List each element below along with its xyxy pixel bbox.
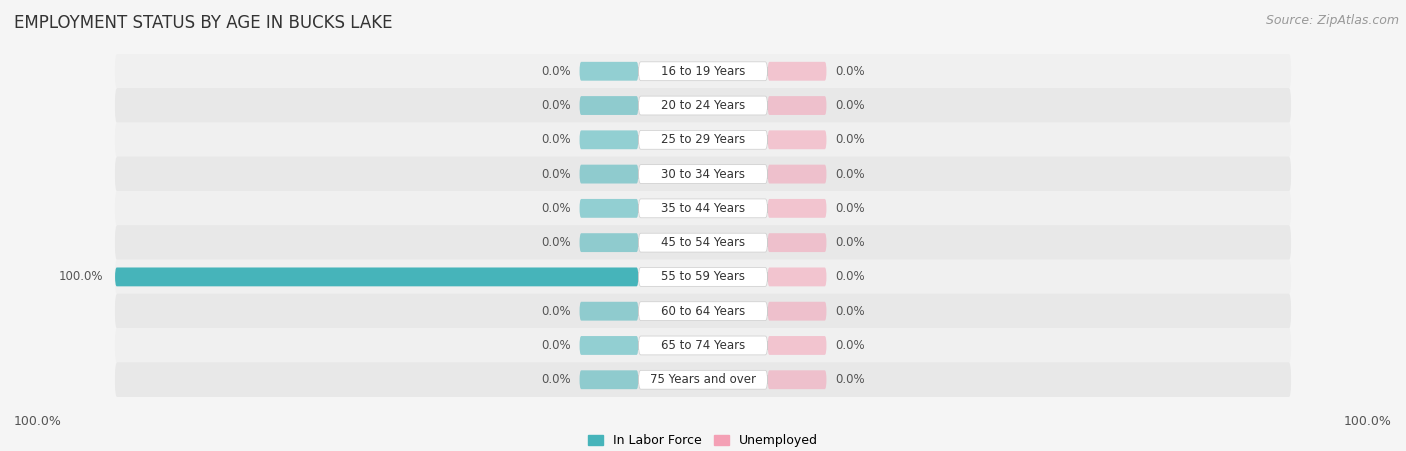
Text: 0.0%: 0.0% [835,236,865,249]
FancyBboxPatch shape [768,96,827,115]
Text: 60 to 64 Years: 60 to 64 Years [661,305,745,318]
Text: 0.0%: 0.0% [835,271,865,283]
FancyBboxPatch shape [579,302,638,321]
Text: EMPLOYMENT STATUS BY AGE IN BUCKS LAKE: EMPLOYMENT STATUS BY AGE IN BUCKS LAKE [14,14,392,32]
FancyBboxPatch shape [638,130,768,149]
FancyBboxPatch shape [768,233,827,252]
FancyBboxPatch shape [579,370,638,389]
Text: 0.0%: 0.0% [835,168,865,180]
FancyBboxPatch shape [638,336,768,355]
Text: 45 to 54 Years: 45 to 54 Years [661,236,745,249]
Text: 0.0%: 0.0% [835,339,865,352]
FancyBboxPatch shape [638,233,768,252]
Text: 0.0%: 0.0% [541,305,571,318]
Text: 0.0%: 0.0% [541,236,571,249]
FancyBboxPatch shape [638,302,768,321]
FancyBboxPatch shape [115,259,1291,295]
FancyBboxPatch shape [115,294,1291,329]
Text: 65 to 74 Years: 65 to 74 Years [661,339,745,352]
FancyBboxPatch shape [579,165,638,184]
FancyBboxPatch shape [638,165,768,184]
Text: 0.0%: 0.0% [835,133,865,146]
FancyBboxPatch shape [579,62,638,81]
Text: 0.0%: 0.0% [835,65,865,78]
FancyBboxPatch shape [115,88,1291,123]
FancyBboxPatch shape [768,302,827,321]
Text: 0.0%: 0.0% [541,133,571,146]
FancyBboxPatch shape [115,362,1291,397]
Text: 20 to 24 Years: 20 to 24 Years [661,99,745,112]
Text: 0.0%: 0.0% [835,373,865,386]
Legend: In Labor Force, Unemployed: In Labor Force, Unemployed [583,429,823,451]
FancyBboxPatch shape [115,191,1291,226]
FancyBboxPatch shape [768,130,827,149]
FancyBboxPatch shape [638,267,768,286]
Text: 100.0%: 100.0% [14,415,62,428]
Text: 100.0%: 100.0% [1344,415,1392,428]
FancyBboxPatch shape [115,156,1291,192]
FancyBboxPatch shape [768,267,827,286]
Text: 0.0%: 0.0% [835,202,865,215]
FancyBboxPatch shape [638,96,768,115]
Text: 75 Years and over: 75 Years and over [650,373,756,386]
Text: 16 to 19 Years: 16 to 19 Years [661,65,745,78]
FancyBboxPatch shape [115,122,1291,157]
FancyBboxPatch shape [768,370,827,389]
FancyBboxPatch shape [115,54,1291,89]
Text: Source: ZipAtlas.com: Source: ZipAtlas.com [1265,14,1399,27]
FancyBboxPatch shape [579,233,638,252]
FancyBboxPatch shape [768,199,827,218]
Text: 0.0%: 0.0% [541,65,571,78]
Text: 25 to 29 Years: 25 to 29 Years [661,133,745,146]
Text: 0.0%: 0.0% [835,99,865,112]
Text: 0.0%: 0.0% [541,339,571,352]
FancyBboxPatch shape [638,199,768,218]
Text: 35 to 44 Years: 35 to 44 Years [661,202,745,215]
FancyBboxPatch shape [638,62,768,81]
FancyBboxPatch shape [115,328,1291,363]
Text: 55 to 59 Years: 55 to 59 Years [661,271,745,283]
FancyBboxPatch shape [638,370,768,389]
FancyBboxPatch shape [579,199,638,218]
FancyBboxPatch shape [768,165,827,184]
Text: 0.0%: 0.0% [835,305,865,318]
Text: 0.0%: 0.0% [541,202,571,215]
FancyBboxPatch shape [115,225,1291,260]
Text: 30 to 34 Years: 30 to 34 Years [661,168,745,180]
FancyBboxPatch shape [768,336,827,355]
FancyBboxPatch shape [579,96,638,115]
FancyBboxPatch shape [579,130,638,149]
FancyBboxPatch shape [115,267,638,286]
Text: 100.0%: 100.0% [59,271,103,283]
Text: 0.0%: 0.0% [541,373,571,386]
FancyBboxPatch shape [579,336,638,355]
Text: 0.0%: 0.0% [541,99,571,112]
FancyBboxPatch shape [768,62,827,81]
Text: 0.0%: 0.0% [541,168,571,180]
